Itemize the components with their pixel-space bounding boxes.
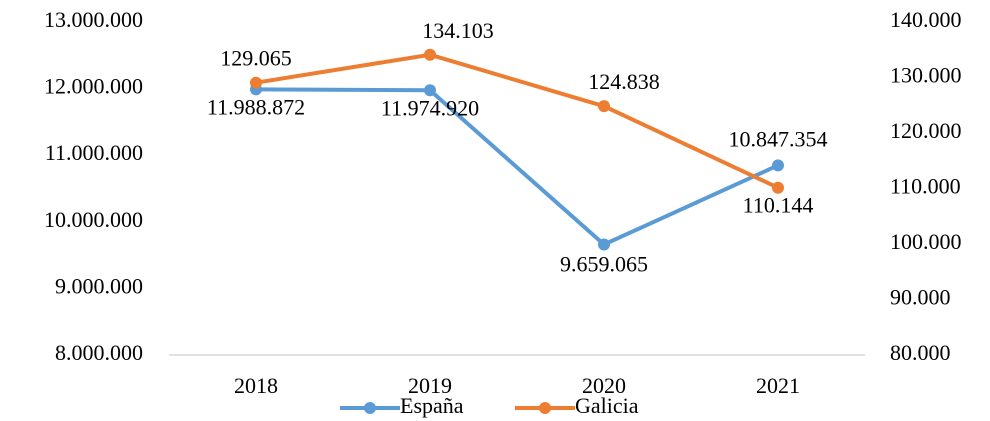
data-label: 11.974.920	[381, 95, 479, 120]
y-tick-label: 8.000.000	[55, 340, 143, 365]
data-label: 124.838	[588, 69, 660, 94]
x-tick-label: 2019	[408, 373, 452, 398]
data-label: 110.144	[743, 193, 814, 218]
data-label: 11.988.872	[207, 94, 305, 119]
y2-tick-label: 80.000	[890, 340, 951, 365]
series-line	[255, 52, 779, 190]
series-line	[255, 87, 779, 247]
data-label: 134.103	[422, 18, 494, 43]
data-label: 9.659.065	[560, 252, 648, 277]
data-label: 129.065	[220, 46, 292, 71]
y2-tick-label: 120.000	[890, 118, 962, 143]
point-marker	[598, 238, 610, 251]
y-tick-label: 10.000.000	[44, 207, 143, 232]
y2-tick-label: 110.000	[890, 174, 961, 199]
x-tick-label: 2018	[234, 373, 278, 398]
y2-tick-label: 100.000	[890, 229, 962, 254]
point-marker	[424, 84, 436, 97]
y-tick-label: 12.000.000	[44, 74, 143, 99]
legend-label: Galicia	[575, 393, 639, 418]
point-marker	[250, 76, 262, 89]
y-tick-label: 11.000.000	[45, 140, 143, 165]
y2-tick-label: 130.000	[890, 63, 962, 88]
data-label: 10.847.354	[729, 126, 828, 151]
x-tick-label: 2020	[582, 373, 626, 398]
legend-marker	[364, 402, 376, 414]
x-tick-label: 2021	[756, 373, 800, 398]
point-marker	[772, 181, 784, 194]
y2-tick-label: 90.000	[890, 285, 951, 310]
legend-label: España	[400, 393, 464, 418]
point-marker	[598, 100, 610, 113]
point-marker	[424, 48, 436, 61]
y2-tick-label: 140.000	[890, 7, 962, 32]
y-tick-label: 13.000.000	[44, 7, 143, 32]
y-tick-label: 9.000.000	[55, 273, 143, 298]
point-marker	[772, 159, 784, 172]
legend-marker	[539, 402, 551, 414]
